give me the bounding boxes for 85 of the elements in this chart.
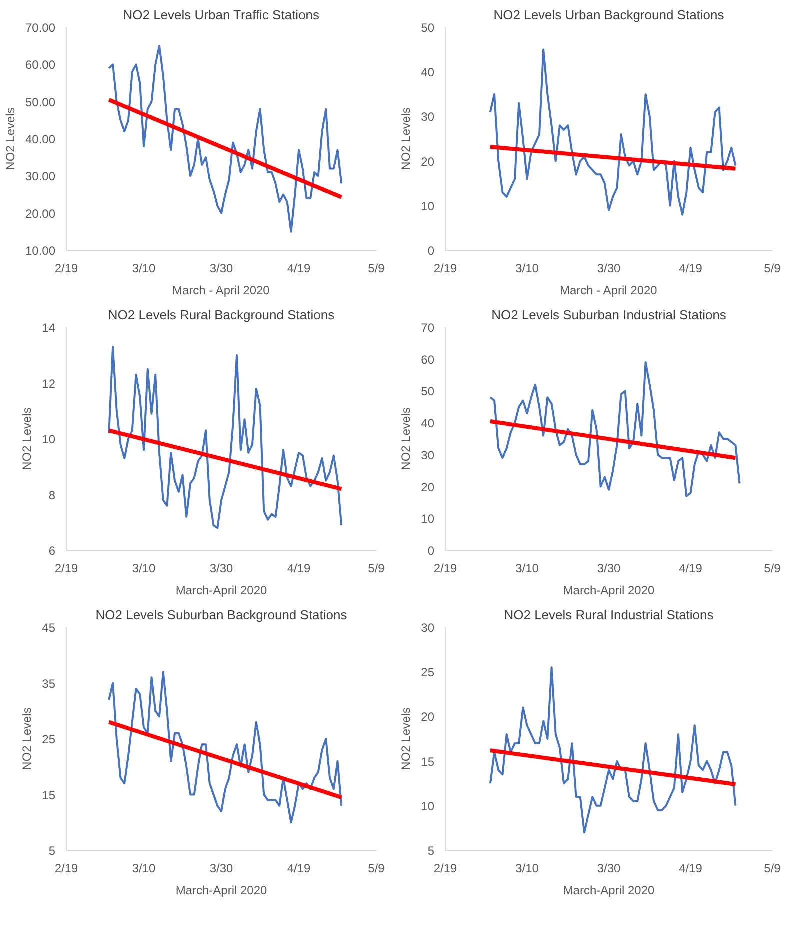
y-tick-label: 6 — [48, 544, 56, 558]
x-tick-label: 4/19 — [287, 562, 312, 576]
y-axis-title: NO2 Levels — [3, 108, 18, 170]
y-tick-label: 15 — [42, 788, 56, 802]
x-tick-label: 2/19 — [54, 562, 79, 576]
y-tick-label: 40 — [421, 416, 435, 431]
y-tick-label: 60 — [421, 352, 435, 367]
x-tick-label: 2/19 — [54, 862, 79, 876]
x-tick-label: 3/30 — [210, 262, 234, 276]
x-tick-label: 3/30 — [597, 862, 622, 876]
y-tick-label: 70 — [421, 321, 435, 335]
y-tick-label: 70.00 — [25, 21, 56, 35]
x-tick-label: 3/30 — [597, 562, 622, 576]
y-tick-label: 40.00 — [25, 132, 56, 146]
y-tick-label: 20.00 — [25, 206, 56, 221]
y-tick-label: 45 — [42, 621, 56, 635]
y-tick-label: 35 — [42, 676, 56, 691]
x-tick-label: 4/19 — [679, 262, 703, 276]
y-tick-label: 10.00 — [25, 244, 56, 258]
y-tick-label: 60.00 — [25, 58, 56, 72]
y-tick-label: 5 — [428, 844, 435, 858]
chart-title: NO2 Levels Urban Background Stations — [494, 8, 725, 22]
x-tick-label: 2/19 — [54, 262, 79, 276]
x-tick-label: 3/10 — [516, 562, 540, 576]
x-tick-label: 5/9 — [368, 562, 386, 576]
x-tick-label: 5/9 — [764, 262, 782, 276]
x-axis-title: March-April 2020 — [176, 884, 268, 898]
x-tick-label: 5/9 — [764, 562, 782, 576]
x-axis-title: March-April 2020 — [176, 584, 268, 598]
y-tick-label: 5 — [48, 844, 56, 858]
x-tick-label: 5/9 — [764, 862, 782, 876]
x-tick-label: 2/19 — [434, 262, 458, 276]
chart-title: NO2 Levels Suburban Background Stations — [96, 608, 348, 622]
y-tick-label: 30.00 — [25, 170, 56, 184]
y-tick-label: 50 — [421, 384, 435, 399]
x-tick-label: 4/19 — [679, 562, 703, 576]
x-tick-label: 3/30 — [210, 562, 234, 576]
chart-title: NO2 Levels Urban Traffic Stations — [123, 8, 320, 22]
y-tick-label: 20 — [421, 480, 435, 494]
x-tick-label: 4/19 — [679, 862, 703, 876]
y-tick-label: 25 — [421, 666, 435, 680]
x-tick-label: 3/30 — [210, 862, 234, 876]
y-axis-title: NO2 Levels — [399, 708, 414, 770]
y-tick-label: 14 — [42, 321, 56, 335]
y-tick-label: 50.00 — [25, 95, 56, 110]
x-tick-label: 3/10 — [132, 862, 156, 876]
x-tick-label: 5/9 — [368, 862, 386, 876]
y-axis-title: NO2 Levels — [20, 408, 34, 470]
x-axis-title: March - April 2020 — [172, 284, 270, 298]
y-tick-label: 25 — [42, 732, 56, 746]
y-tick-label: 0 — [428, 544, 435, 558]
y-tick-label: 10 — [421, 799, 435, 814]
x-axis-title: March-April 2020 — [563, 584, 656, 598]
x-tick-label: 5/9 — [368, 262, 386, 276]
x-tick-label: 4/19 — [287, 262, 312, 276]
chart-title: NO2 Levels Rural Industrial Stations — [504, 608, 714, 622]
x-tick-label: 3/10 — [516, 862, 540, 876]
x-tick-label: 2/19 — [434, 562, 458, 576]
y-tick-label: 15 — [421, 754, 435, 769]
y-axis-title: NO2 Levels — [399, 408, 414, 470]
x-tick-label: 3/30 — [597, 262, 622, 276]
chart-title: NO2 Levels Suburban Industrial Stations — [492, 308, 727, 322]
x-tick-label: 3/10 — [132, 262, 156, 276]
chart-title: NO2 Levels Rural Background Stations — [108, 308, 336, 322]
y-tick-label: 10 — [421, 512, 435, 526]
y-tick-label: 8 — [48, 488, 56, 502]
y-axis-title: NO2 Levels — [20, 708, 34, 770]
y-tick-label: 12 — [42, 376, 56, 391]
x-axis-title: March - April 2020 — [560, 284, 658, 298]
y-tick-label: 30 — [421, 621, 435, 635]
x-tick-label: 3/10 — [132, 562, 156, 576]
x-tick-label: 4/19 — [287, 862, 312, 876]
y-tick-label: 10 — [421, 199, 435, 214]
y-tick-label: 30 — [421, 110, 435, 124]
y-tick-label: 30 — [421, 448, 435, 462]
y-axis-title: NO2 Levels — [399, 108, 414, 170]
x-axis-title: March-April 2020 — [563, 884, 656, 898]
y-tick-label: 40 — [421, 66, 435, 80]
y-tick-label: 20 — [421, 154, 435, 169]
x-tick-label: 2/19 — [434, 862, 458, 876]
y-tick-label: 0 — [428, 244, 435, 258]
y-tick-label: 50 — [421, 21, 435, 35]
y-tick-label: 20 — [421, 710, 435, 724]
x-tick-label: 3/10 — [516, 262, 540, 276]
y-tick-label: 10 — [42, 432, 56, 446]
